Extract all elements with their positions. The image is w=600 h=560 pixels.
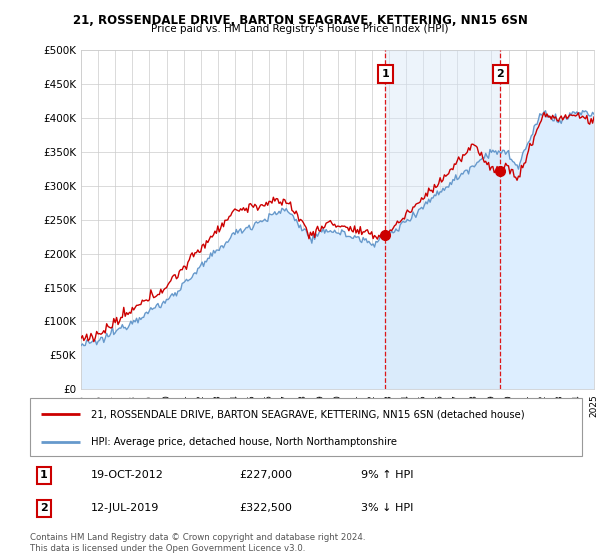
Text: 1: 1	[382, 69, 389, 79]
Text: 19-OCT-2012: 19-OCT-2012	[91, 470, 164, 480]
Text: 9% ↑ HPI: 9% ↑ HPI	[361, 470, 414, 480]
Text: 21, ROSSENDALE DRIVE, BARTON SEAGRAVE, KETTERING, NN15 6SN: 21, ROSSENDALE DRIVE, BARTON SEAGRAVE, K…	[73, 14, 527, 27]
Text: 21, ROSSENDALE DRIVE, BARTON SEAGRAVE, KETTERING, NN15 6SN (detached house): 21, ROSSENDALE DRIVE, BARTON SEAGRAVE, K…	[91, 409, 524, 419]
FancyBboxPatch shape	[30, 398, 582, 456]
Text: Price paid vs. HM Land Registry's House Price Index (HPI): Price paid vs. HM Land Registry's House …	[151, 24, 449, 34]
Text: HPI: Average price, detached house, North Northamptonshire: HPI: Average price, detached house, Nort…	[91, 437, 397, 447]
Text: 2: 2	[40, 503, 47, 513]
Text: £227,000: £227,000	[240, 470, 293, 480]
Text: 12-JUL-2019: 12-JUL-2019	[91, 503, 159, 513]
Text: £322,500: £322,500	[240, 503, 293, 513]
Bar	[385, 50, 500, 389]
Text: 3% ↓ HPI: 3% ↓ HPI	[361, 503, 413, 513]
Text: 1: 1	[40, 470, 47, 480]
Text: 2: 2	[497, 69, 505, 79]
Text: Contains HM Land Registry data © Crown copyright and database right 2024.
This d: Contains HM Land Registry data © Crown c…	[30, 533, 365, 553]
